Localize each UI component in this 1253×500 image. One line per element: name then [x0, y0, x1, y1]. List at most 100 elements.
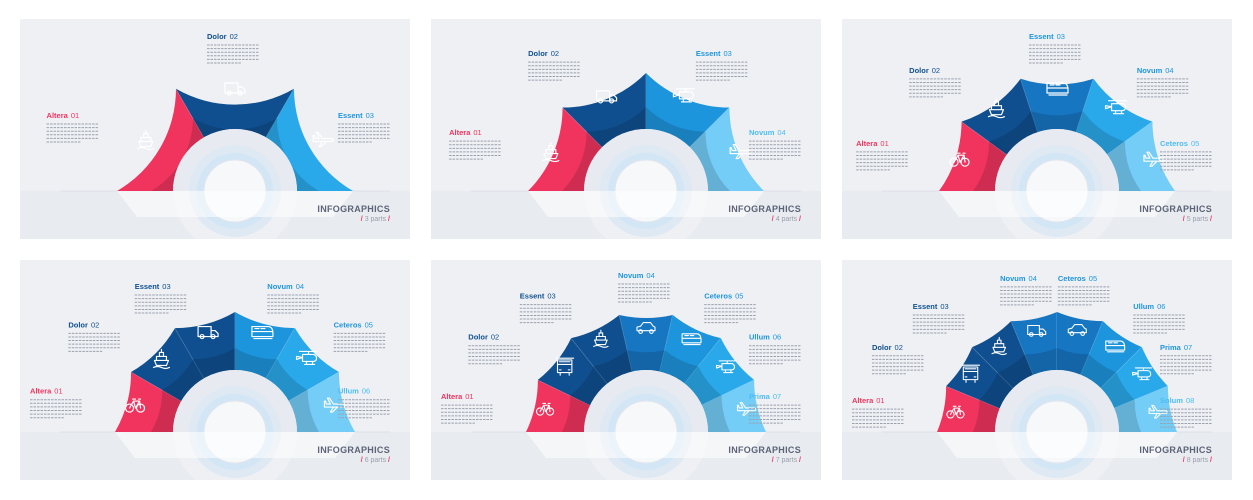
train-icon	[681, 333, 702, 346]
footer-subtitle: / 8 parts /	[1139, 456, 1212, 466]
helicopter-icon	[672, 88, 696, 103]
label-text: Essent 03	[135, 282, 171, 291]
label-number: 03	[366, 111, 374, 120]
reflection-fade	[115, 432, 355, 458]
segment-inner-ring	[1031, 111, 1083, 136]
slash-mark: /	[1182, 216, 1185, 223]
footer-subtitle: / 6 parts /	[317, 456, 390, 466]
label-number: 02	[91, 320, 99, 329]
segment-label: Essent 03	[519, 292, 572, 324]
segment-label: Essent 03	[338, 111, 390, 143]
ship-icon	[542, 141, 560, 163]
label-name: Altera	[449, 128, 471, 137]
label-number: 08	[1186, 396, 1194, 405]
segment-label: Novum 04	[267, 282, 320, 314]
label-number: 01	[54, 387, 62, 396]
label-name: Ceteros	[1058, 274, 1086, 283]
label-number: 05	[1191, 139, 1199, 148]
reflection-fade	[939, 191, 1175, 217]
footer-title: INFOGRAPHICS	[728, 204, 801, 214]
label-number: 03	[162, 282, 170, 291]
label-number: 02	[932, 66, 940, 75]
semicircle-diagram: Altera 01 Dolor 02 Essent 03 Novum 04	[431, 49, 821, 239]
label-text: Ceteros 05	[1058, 274, 1097, 283]
slash-mark: /	[771, 457, 774, 464]
parts-label: 7 parts	[775, 457, 798, 464]
label-name: Ceteros	[334, 320, 362, 329]
segment-label: Ceteros 05	[704, 292, 757, 324]
label-number: 01	[465, 392, 473, 401]
label-text: Essent 03	[696, 49, 732, 58]
label-number: 03	[547, 292, 555, 301]
plane-icon	[729, 143, 752, 160]
label-number: 04	[296, 282, 304, 291]
reflection-fade	[528, 191, 764, 217]
train-icon	[1105, 340, 1126, 353]
label-number: 07	[773, 392, 781, 401]
bicycle-icon	[946, 405, 965, 419]
segment-label: Altera 01	[441, 392, 493, 424]
bus-icon	[960, 364, 981, 383]
segment-divider	[537, 379, 591, 406]
segment-label: Solum 08	[1160, 396, 1212, 428]
segment-inner-ring	[973, 399, 1000, 432]
segment-divider	[971, 346, 1014, 389]
label-number: 01	[876, 396, 884, 405]
label-text: Essent 03	[1029, 32, 1065, 41]
ship-icon	[152, 348, 171, 370]
label-text: Dolor 02	[207, 32, 238, 41]
slash-mark: /	[360, 216, 363, 223]
bicycle-icon	[949, 152, 970, 167]
panel-footer: INFOGRAPHICS / 4 parts /	[728, 204, 801, 225]
bicycle-icon	[535, 402, 555, 416]
label-text: Novum 04	[1137, 66, 1174, 75]
label-name: Essent	[338, 111, 363, 120]
label-text: Essent 03	[913, 302, 949, 311]
infographic-panel-5-parts: Altera 01 Dolor 02 Essent 03 Novum 04 Ceteros 05 …	[842, 19, 1232, 239]
label-name: Essent	[520, 292, 545, 301]
label-name: Dolor	[468, 333, 488, 342]
slash-mark: /	[1210, 216, 1212, 223]
segment-label: Ullum 06	[338, 387, 390, 419]
footer-title: INFOGRAPHICS	[317, 445, 390, 455]
semicircle-diagram: Altera 01 Dolor 02 Essent 03 Novum 04 Ceteros 05	[842, 32, 1232, 239]
plane-icon	[312, 131, 335, 148]
label-number: 01	[473, 128, 481, 137]
footer-title: INFOGRAPHICS	[1139, 204, 1212, 214]
footer-subtitle: / 5 parts /	[1139, 215, 1212, 225]
label-name: Essent	[913, 302, 938, 311]
label-text: Ullum 06	[338, 387, 370, 396]
ship-icon	[987, 98, 1006, 119]
panel-footer: INFOGRAPHICS / 7 parts /	[728, 445, 801, 466]
label-number: 06	[1157, 302, 1165, 311]
label-text: Dolor 02	[528, 49, 559, 58]
label-text: Prima 07	[1160, 343, 1192, 352]
label-text: Novum 04	[618, 271, 655, 280]
segments-group	[937, 312, 1177, 432]
slash-mark: /	[360, 457, 363, 464]
reflection-fade	[117, 191, 353, 217]
label-number: 03	[723, 49, 731, 58]
segment-label: Dolor 02	[909, 66, 962, 98]
label-text: Altera 01	[856, 139, 889, 148]
slash-mark: /	[1210, 457, 1212, 464]
train-icon	[251, 325, 274, 340]
label-number: 06	[362, 387, 370, 396]
train-icon	[1046, 82, 1069, 96]
label-text: Ceteros 05	[704, 292, 743, 301]
helicopter-icon	[295, 350, 319, 366]
segment-label: Altera 01	[449, 128, 502, 160]
segment-inner-ring	[701, 395, 730, 432]
panel-footer: INFOGRAPHICS / 6 parts /	[317, 445, 390, 466]
segment-divider	[1114, 385, 1169, 409]
footer-subtitle: / 7 parts /	[728, 456, 801, 466]
segment-label: Prima 07	[1160, 343, 1212, 375]
slash-mark: /	[388, 457, 390, 464]
parts-label: 8 parts	[1186, 457, 1209, 464]
label-name: Novum	[1000, 274, 1026, 283]
segment-inner-ring	[235, 348, 277, 379]
car-icon	[636, 322, 656, 334]
segment-label: Essent 03	[1029, 32, 1081, 64]
label-number: 04	[777, 128, 785, 137]
